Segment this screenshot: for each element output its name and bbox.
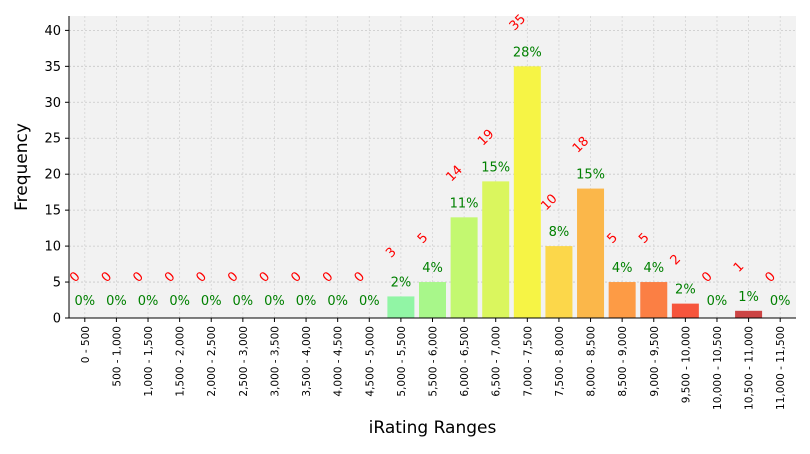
percent-label: 8% [549, 225, 570, 240]
x-tick-label: 10,000 - 10,500 [712, 326, 724, 410]
bar-17[interactable] [608, 282, 636, 318]
x-tick-label: 0 - 500 [80, 326, 92, 363]
percent-label: 15% [576, 168, 605, 183]
x-tick-label: 5,500 - 6,000 [428, 326, 440, 397]
x-tick-label: 1,500 - 2,000 [175, 326, 187, 397]
x-tick-label: 4,500 - 5,000 [364, 326, 376, 397]
x-tick-label: 6,000 - 6,500 [459, 326, 471, 397]
percent-label: 2% [675, 283, 696, 298]
percent-label: 0% [707, 294, 728, 309]
x-tick-label: 5,000 - 5,500 [396, 326, 408, 397]
percent-label: 11% [450, 196, 479, 211]
x-tick-label: 8,500 - 9,000 [617, 326, 629, 397]
bar-16[interactable] [577, 188, 605, 318]
x-tick-label: 7,000 - 7,500 [522, 326, 534, 397]
percent-label: 0% [74, 294, 95, 309]
percent-label: 0% [106, 294, 127, 309]
bar-13[interactable] [482, 181, 510, 318]
percent-label: 4% [612, 261, 633, 276]
bar-10[interactable] [387, 296, 415, 318]
y-tick-label: 30 [44, 96, 61, 111]
x-tick-label: 10,500 - 11,000 [744, 326, 756, 410]
x-tick-label: 4,000 - 4,500 [333, 326, 345, 397]
percent-label: 0% [201, 294, 222, 309]
percent-label: 0% [327, 294, 348, 309]
bar-21[interactable] [735, 310, 763, 318]
percent-label: 0% [169, 294, 190, 309]
x-tick-label: 7,500 - 8,000 [554, 326, 566, 397]
percent-label: 0% [296, 294, 317, 309]
x-tick-label: 8,000 - 8,500 [586, 326, 598, 397]
bar-11[interactable] [419, 282, 446, 318]
percent-label: 28% [513, 45, 542, 60]
percent-label: 4% [422, 261, 443, 276]
y-tick-label: 20 [44, 168, 61, 183]
bar-15[interactable] [545, 246, 573, 318]
x-tick-label: 2,500 - 3,000 [238, 326, 250, 397]
percent-label: 0% [770, 294, 791, 309]
y-tick-label: 35 [44, 60, 61, 75]
y-axis-title: Frequency [12, 123, 32, 211]
y-tick-label: 10 [44, 240, 61, 255]
percent-label: 2% [391, 275, 412, 290]
y-tick-label: 25 [44, 132, 61, 147]
y-tick-label: 5 [53, 276, 61, 291]
y-tick-label: 0 [53, 312, 61, 327]
bar-14[interactable] [513, 66, 541, 318]
percent-label: 15% [481, 160, 510, 175]
percent-label: 0% [264, 294, 285, 309]
percent-label: 0% [359, 294, 380, 309]
x-tick-label: 1,000 - 1,500 [143, 326, 155, 397]
y-tick-label: 15 [44, 204, 61, 219]
x-axis-title: iRating Ranges [369, 418, 497, 438]
x-tick-label: 3,000 - 3,500 [269, 326, 281, 397]
percent-label: 0% [233, 294, 254, 309]
bar-12[interactable] [450, 217, 478, 318]
x-tick-label: 3,500 - 4,000 [301, 326, 313, 397]
percent-label: 1% [738, 290, 759, 305]
percent-label: 0% [138, 294, 159, 309]
x-tick-label: 500 - 1,000 [111, 326, 123, 387]
bar-19[interactable] [671, 303, 699, 318]
x-tick-label: 9,500 - 10,000 [680, 326, 692, 403]
percent-label: 4% [643, 261, 664, 276]
x-tick-label: 6,500 - 7,000 [491, 326, 503, 397]
bar-18[interactable] [640, 282, 668, 318]
x-tick-label: 11,000 - 11,500 [775, 326, 787, 410]
x-tick-label: 2,000 - 2,500 [206, 326, 218, 397]
y-tick-label: 40 [44, 24, 61, 39]
x-tick-label: 9,000 - 9,500 [649, 326, 661, 397]
